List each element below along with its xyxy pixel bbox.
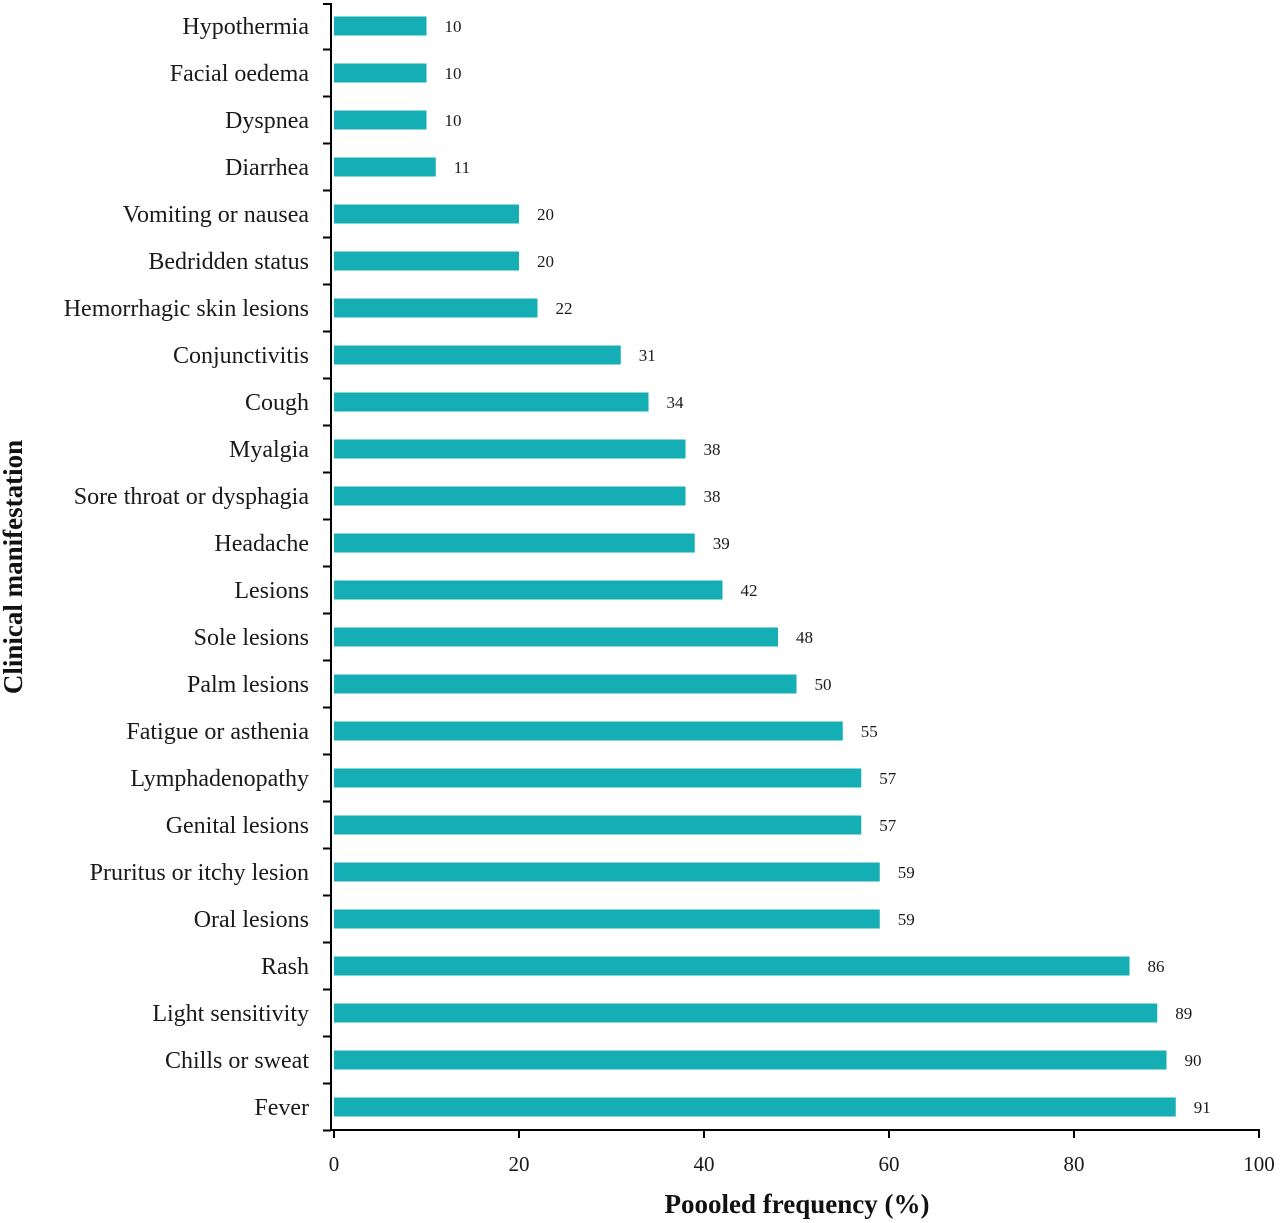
ticks-layer: [323, 3, 1260, 1138]
bar: [334, 439, 686, 459]
bar: [334, 956, 1130, 976]
category-label: Cough: [245, 390, 309, 416]
bar: [334, 63, 427, 83]
category-label: Conjunctivitis: [173, 343, 309, 369]
bar: [334, 486, 686, 506]
data-label: 86: [1148, 957, 1165, 976]
category-label: Sole lesions: [194, 625, 309, 651]
data-label: 48: [796, 628, 813, 647]
bar: [334, 627, 778, 647]
bar: [334, 580, 723, 600]
bar: [334, 1097, 1176, 1117]
bar: [334, 721, 843, 741]
category-label: Fatigue or asthenia: [126, 719, 309, 745]
data-label: 57: [879, 769, 897, 788]
data-label: 10: [445, 64, 462, 83]
category-label: Pruritus or itchy lesion: [90, 860, 309, 886]
data-label: 22: [556, 299, 573, 318]
category-label: Chills or sweat: [165, 1048, 309, 1074]
bar: [334, 862, 880, 882]
data-label: 10: [445, 17, 462, 36]
category-label: Fever: [254, 1095, 309, 1121]
data-label: 38: [704, 487, 721, 506]
data-label: 50: [815, 675, 832, 694]
category-label: Sore throat or dysphagia: [74, 484, 310, 510]
x-tick-label: 80: [1064, 1152, 1085, 1176]
bar: [334, 768, 862, 788]
bar: [334, 392, 649, 412]
data-label: 55: [861, 722, 878, 741]
bar: [334, 815, 862, 835]
bar: [334, 16, 427, 36]
category-label: Rash: [261, 954, 309, 980]
bar: [334, 204, 519, 224]
data-label: 31: [639, 346, 656, 365]
x-tick-label: 0: [329, 1152, 340, 1176]
bar: [334, 298, 538, 318]
category-label: Oral lesions: [194, 907, 309, 933]
category-label: Hypothermia: [182, 14, 309, 40]
bar: [334, 1050, 1167, 1070]
category-label: Vomiting or nausea: [123, 202, 310, 228]
category-label: Facial oedema: [170, 61, 310, 87]
bar: [334, 909, 880, 929]
data-label: 89: [1175, 1004, 1192, 1023]
data-label: 59: [898, 910, 915, 929]
bar: [334, 345, 621, 365]
x-tick-label: 40: [694, 1152, 715, 1176]
y-axis-title: Clinical manifestation: [0, 440, 28, 694]
category-label: Genital lesions: [166, 813, 309, 839]
x-axis-title: Poooled frequency (%): [665, 1189, 930, 1219]
category-label: Lesions: [234, 578, 309, 604]
data-label: 59: [898, 863, 915, 882]
labels-layer: Hypothermia 10 Facial oedema 10 Dyspnea 10 Dia…: [64, 14, 1275, 1176]
data-label: 20: [537, 205, 554, 224]
bar: [334, 674, 797, 694]
bar: [334, 110, 427, 130]
bar: [334, 251, 519, 271]
data-label: 38: [704, 440, 721, 459]
category-label: Dyspnea: [225, 108, 309, 134]
data-label: 10: [445, 111, 462, 130]
category-label: Diarrhea: [225, 155, 309, 181]
data-label: 34: [667, 393, 685, 412]
data-label: 91: [1194, 1098, 1211, 1117]
category-label: Hemorrhagic skin lesions: [64, 296, 309, 322]
category-label: Light sensitivity: [152, 1001, 309, 1027]
bar: [334, 533, 695, 553]
data-label: 57: [879, 816, 897, 835]
bar: [334, 157, 436, 177]
category-label: Lymphadenopathy: [130, 766, 309, 792]
data-label: 42: [741, 581, 758, 600]
bar: [334, 1003, 1158, 1023]
data-label: 90: [1185, 1051, 1202, 1070]
x-tick-label: 60: [879, 1152, 900, 1176]
data-label: 11: [454, 158, 470, 177]
data-label: 20: [537, 252, 554, 271]
bars-layer: [334, 16, 1176, 1117]
category-label: Palm lesions: [187, 672, 309, 698]
x-tick-label: 100: [1243, 1152, 1275, 1176]
x-tick-label: 20: [509, 1152, 530, 1176]
category-label: Bedridden status: [148, 249, 309, 275]
data-label: 39: [713, 534, 730, 553]
category-label: Myalgia: [229, 437, 309, 463]
category-label: Headache: [214, 531, 309, 557]
